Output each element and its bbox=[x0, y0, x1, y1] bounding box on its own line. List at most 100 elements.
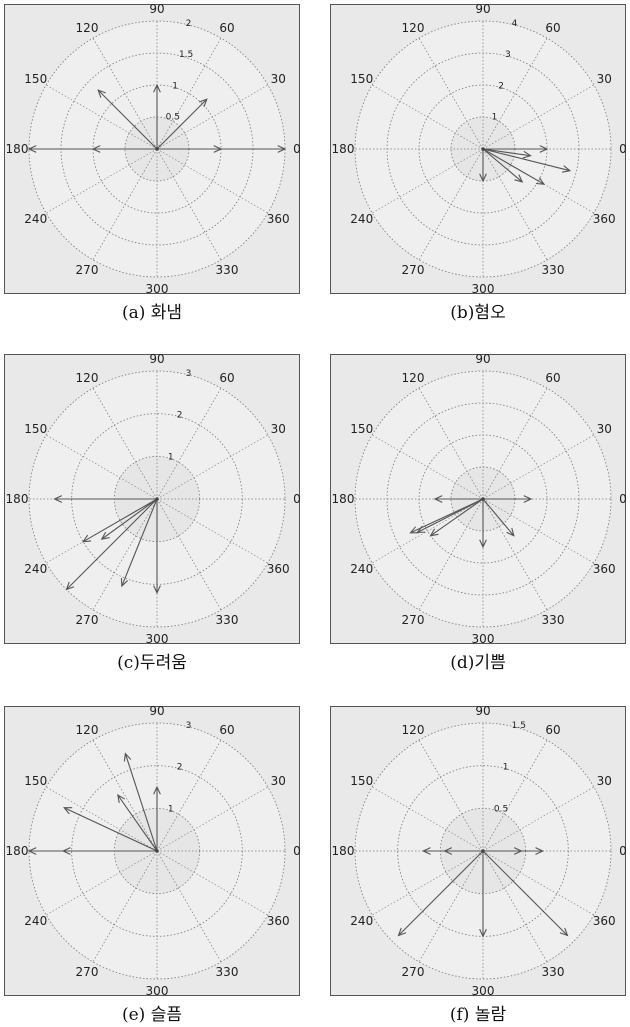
angle-label: 180 bbox=[332, 492, 355, 506]
angle-label: 30 bbox=[271, 422, 286, 436]
vector-arrow-b-0 bbox=[483, 145, 549, 153]
vector-arrow-d-4 bbox=[429, 498, 484, 537]
vector-arrow-a-3 bbox=[156, 98, 208, 150]
angle-label: 360 bbox=[267, 562, 290, 576]
angle-label: 180 bbox=[6, 492, 29, 506]
angle-label: 90 bbox=[475, 4, 490, 16]
angle-label: 180 bbox=[332, 142, 355, 156]
angle-label: 0 bbox=[619, 142, 626, 156]
grid-spoke bbox=[482, 37, 548, 150]
angle-label: 60 bbox=[219, 21, 234, 35]
angle-label: 120 bbox=[76, 371, 99, 385]
vector-arrow-a-4 bbox=[97, 89, 158, 150]
grid-spoke bbox=[45, 148, 158, 214]
angle-label: 90 bbox=[149, 4, 164, 16]
grid-spoke bbox=[156, 148, 222, 261]
caption-a: (a) 화냄 bbox=[121, 303, 183, 323]
angle-label: 30 bbox=[271, 72, 286, 86]
angle-label: 60 bbox=[219, 371, 234, 385]
angle-label: 0 bbox=[293, 844, 300, 858]
polar-chart-e: 90 60 30 0 360 330 300 270 240 180 150 120 1 2 3 bbox=[4, 706, 300, 996]
vector-arrow-c-3 bbox=[65, 498, 158, 591]
angle-label: 330 bbox=[216, 263, 239, 277]
vector-arrow-f-0 bbox=[483, 847, 545, 855]
grid-spoke bbox=[45, 786, 158, 852]
caption-c: (c)두려움 bbox=[117, 653, 187, 673]
vector-arrow-f-4 bbox=[482, 850, 569, 937]
grid-spoke bbox=[371, 84, 484, 150]
vector-arrow-b-5 bbox=[479, 149, 487, 183]
vector-arrow-c-2 bbox=[100, 498, 158, 540]
radial-label: 1.5 bbox=[179, 50, 193, 60]
polar-chart-a: 90 60 30 0 360 330 300 270 240 180 150 120 0.5 1 1.5 2 bbox=[4, 4, 300, 294]
vector-arrow-d-5 bbox=[479, 499, 487, 549]
angle-label: 270 bbox=[76, 263, 99, 277]
grid-spoke bbox=[92, 387, 158, 500]
angle-label: 360 bbox=[593, 212, 616, 226]
angle-label: 270 bbox=[76, 613, 99, 627]
vector-arrow-e-0 bbox=[153, 785, 161, 851]
vector-arrow-a-1 bbox=[27, 145, 157, 153]
grid-spoke bbox=[418, 148, 484, 261]
angle-label: 330 bbox=[216, 965, 239, 979]
angle-label: 300 bbox=[472, 632, 495, 644]
vector-arrow-c-0 bbox=[53, 495, 157, 503]
angle-label: 60 bbox=[545, 371, 560, 385]
vector-arrow-c-5 bbox=[153, 499, 161, 595]
angle-label: 360 bbox=[267, 212, 290, 226]
vector-arrow-c-1 bbox=[81, 498, 158, 543]
grid-spoke bbox=[156, 786, 269, 852]
angle-label: 360 bbox=[593, 914, 616, 928]
grid-spoke bbox=[156, 434, 269, 500]
grid-spoke bbox=[482, 786, 595, 852]
radial-label: 1 bbox=[168, 804, 174, 814]
vector-arrow-a-2 bbox=[153, 83, 161, 149]
grid-spoke bbox=[418, 498, 484, 611]
radial-label: 2 bbox=[498, 81, 504, 91]
angle-label: 150 bbox=[350, 72, 373, 86]
angle-label: 270 bbox=[402, 613, 425, 627]
angle-label: 30 bbox=[271, 774, 286, 788]
polar-chart-d: 90 60 30 0 360 330 300 270 240 180 150 120 bbox=[330, 354, 626, 644]
angle-label: 180 bbox=[6, 844, 29, 858]
grid-spoke bbox=[156, 37, 222, 150]
angle-label: 330 bbox=[542, 263, 565, 277]
radial-label: 1.5 bbox=[512, 721, 526, 731]
vector-arrow-b-2 bbox=[482, 148, 572, 173]
grid-spoke bbox=[156, 148, 269, 214]
caption-e: (e) 슬픔 bbox=[121, 1005, 182, 1025]
grid-spoke bbox=[482, 434, 595, 500]
grid-spoke bbox=[371, 498, 484, 564]
radial-label: 1 bbox=[503, 763, 509, 773]
grid-spoke bbox=[418, 37, 484, 150]
grid-spoke bbox=[156, 739, 222, 852]
vector-arrow-f-2 bbox=[397, 850, 484, 937]
vector-arrow-a-0 bbox=[157, 145, 287, 153]
angle-label: 240 bbox=[350, 212, 373, 226]
angle-label: 30 bbox=[597, 774, 612, 788]
grid-spoke bbox=[156, 850, 222, 963]
radial-label: 0.5 bbox=[494, 804, 508, 814]
angle-label: 0 bbox=[619, 844, 626, 858]
grid-spoke bbox=[482, 850, 595, 916]
angle-label: 60 bbox=[545, 21, 560, 35]
radial-label: 3 bbox=[186, 721, 192, 731]
grid-spoke bbox=[92, 37, 158, 150]
vector-arrow-d-0 bbox=[483, 495, 533, 503]
vector-arrow-e-2 bbox=[117, 794, 158, 852]
angle-label: 240 bbox=[350, 562, 373, 576]
angle-label: 150 bbox=[350, 774, 373, 788]
caption-f: (f) 놀람 bbox=[449, 1005, 507, 1025]
origin-dot bbox=[155, 849, 159, 853]
grid-spoke bbox=[92, 148, 158, 261]
radial-label: 1 bbox=[492, 113, 498, 123]
angle-label: 150 bbox=[24, 422, 47, 436]
origin-dot bbox=[155, 147, 159, 151]
angle-label: 270 bbox=[402, 965, 425, 979]
origin-dot bbox=[481, 497, 485, 501]
angle-label: 360 bbox=[593, 562, 616, 576]
